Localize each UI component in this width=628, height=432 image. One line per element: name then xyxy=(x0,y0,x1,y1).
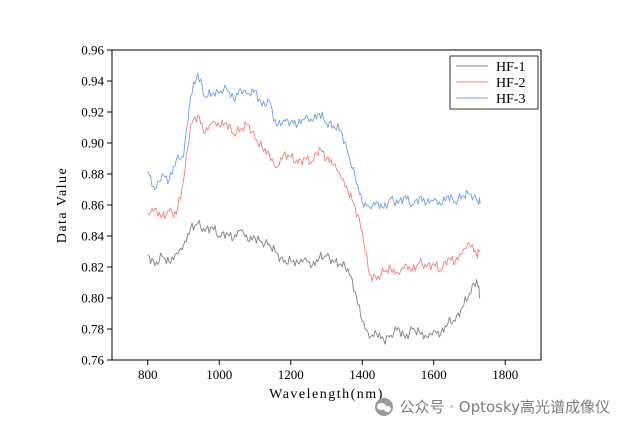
legend: HF-1HF-2HF-3 xyxy=(449,55,539,110)
y-tick-label: 0.84 xyxy=(81,229,104,244)
wechat-icon xyxy=(375,397,394,416)
x-tick-label: 1000 xyxy=(206,367,232,382)
y-tick-label: 0.92 xyxy=(81,105,104,120)
series-line-hf-1 xyxy=(147,219,481,345)
series-line-hf-3 xyxy=(147,72,481,210)
y-axis: 0.76 0.78 0.80 0.82 0.84 0.86 0.88 0.90 0.92 0.94… xyxy=(81,43,112,368)
watermark: 公众号 · Optosky高光谱成像仪 xyxy=(375,396,610,417)
legend-label: HF-1 xyxy=(496,60,526,75)
x-tick-label: 1800 xyxy=(492,367,518,382)
y-tick-label: 0.80 xyxy=(81,291,104,306)
x-tick-label: 1200 xyxy=(278,367,304,382)
series-line-hf-2 xyxy=(147,114,481,282)
legend-label: HF-3 xyxy=(496,92,526,107)
y-tick-label: 0.90 xyxy=(81,136,104,151)
series-layer xyxy=(147,72,481,345)
watermark-text: 公众号 · Optosky高光谱成像仪 xyxy=(399,398,610,416)
y-tick-label: 0.82 xyxy=(81,260,104,275)
x-axis-label: Wavelength(nm) xyxy=(269,387,384,402)
x-tick-label: 800 xyxy=(138,367,158,382)
y-tick-label: 0.96 xyxy=(81,43,104,58)
x-axis: 800 1000 1200 1400 1600 1800 xyxy=(138,360,518,382)
x-tick-label: 1600 xyxy=(421,367,447,382)
x-tick-label: 1400 xyxy=(349,367,375,382)
y-tick-label: 0.94 xyxy=(81,74,104,89)
legend-label: HF-2 xyxy=(496,76,526,91)
y-axis-label: Data Value xyxy=(55,167,70,244)
y-tick-label: 0.86 xyxy=(81,198,104,213)
y-tick-label: 0.88 xyxy=(81,167,104,182)
y-tick-label: 0.78 xyxy=(81,322,104,337)
y-tick-label: 0.76 xyxy=(81,353,104,368)
